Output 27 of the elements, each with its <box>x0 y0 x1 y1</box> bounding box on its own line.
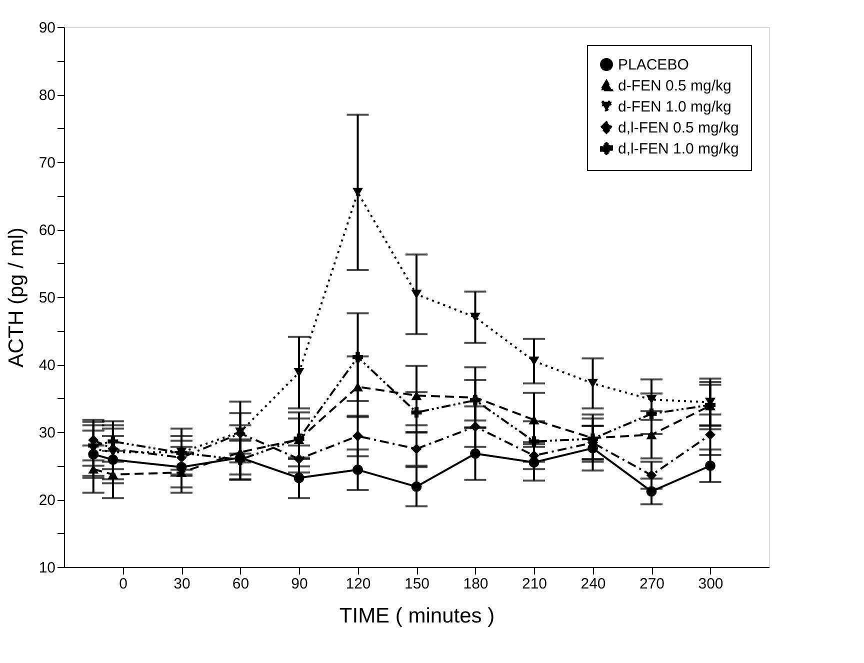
x-axis-title: TIME ( minutes ) <box>339 604 495 628</box>
y-tick-label: 90 <box>38 20 56 36</box>
y-tick-label: 70 <box>38 154 56 172</box>
y-tick-label: 40 <box>38 357 56 374</box>
x-tick-label: 150 <box>404 576 430 592</box>
x-tick-label: 60 <box>232 576 250 592</box>
y-tick-label: 60 <box>38 222 56 239</box>
x-tick-label: 0 <box>119 576 128 592</box>
x-tick-label: 30 <box>174 576 190 592</box>
y-axis-title: ACTH (pg / ml) <box>4 227 28 368</box>
y-tick-label: 10 <box>38 560 56 576</box>
x-tick-label: 210 <box>522 576 548 592</box>
y-tick-label: 30 <box>38 424 56 442</box>
legend-label: d,l-FEN 1.0 mg/kg <box>618 140 739 158</box>
legend-label: d,l-FEN 0.5 mg/kg <box>618 120 739 136</box>
x-tick-label: 120 <box>346 576 371 592</box>
legend-label: d-FEN 1.0 mg/kg <box>618 98 732 116</box>
legend-label: PLACEBO <box>618 56 689 74</box>
x-tick-label: 240 <box>580 576 606 592</box>
x-tick-label: 300 <box>698 576 724 592</box>
y-tick-label: 80 <box>38 87 56 104</box>
x-tick-label: 270 <box>639 576 665 592</box>
x-tick-label: 90 <box>291 576 308 592</box>
legend-label: d-FEN 0.5 mg/kg <box>618 78 732 94</box>
y-tick-label: 50 <box>38 290 56 306</box>
x-tick-label: 180 <box>463 576 488 592</box>
y-tick-label: 20 <box>38 492 56 509</box>
